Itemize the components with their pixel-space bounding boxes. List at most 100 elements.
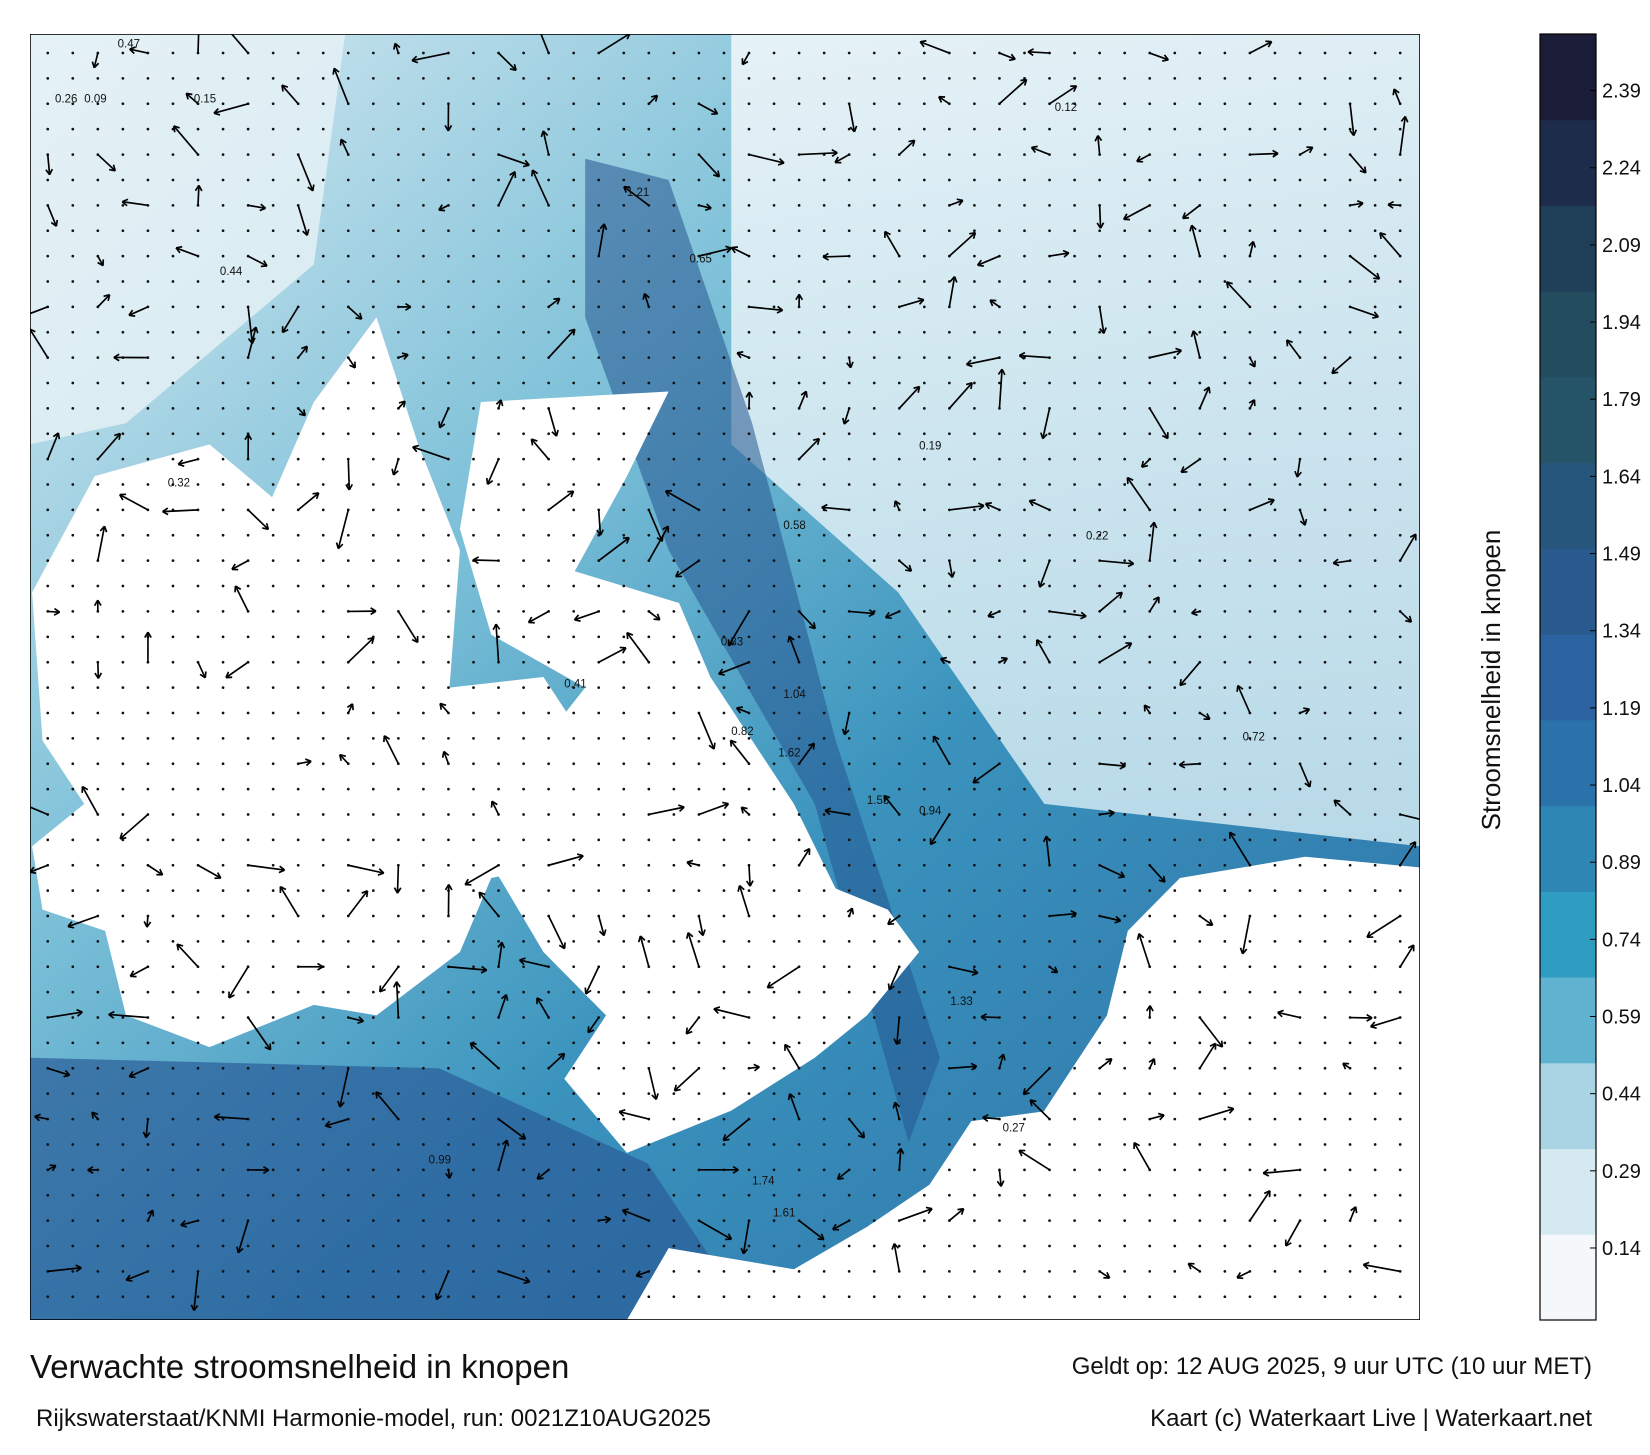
grid-dot — [873, 509, 876, 512]
grid-dot — [1349, 458, 1352, 461]
grid-dot — [823, 635, 826, 638]
grid-dot — [1173, 128, 1176, 131]
grid-dot — [998, 1295, 1001, 1298]
arrow-head — [195, 27, 201, 33]
grid-dot — [1349, 1168, 1352, 1171]
grid-dot — [1098, 255, 1101, 258]
grid-dot — [1123, 889, 1126, 892]
grid-dot — [873, 255, 876, 258]
grid-dot — [1299, 813, 1302, 816]
grid-dot — [823, 940, 826, 943]
grid-dot — [898, 432, 901, 435]
colorbar-band — [1540, 977, 1596, 1063]
grid-dot — [622, 534, 625, 537]
grid-dot — [1023, 255, 1026, 258]
grid-dot — [1023, 686, 1026, 689]
grid-dot — [422, 762, 425, 765]
grid-dot — [1324, 1067, 1327, 1070]
grid-dot — [572, 52, 575, 55]
grid-dot — [647, 1245, 650, 1248]
grid-dot — [647, 407, 650, 410]
grid-dot — [172, 838, 175, 841]
grid-dot — [998, 965, 1001, 968]
grid-dot — [372, 686, 375, 689]
grid-dot — [572, 762, 575, 765]
grid-dot — [597, 77, 600, 80]
grid-dot — [723, 179, 726, 182]
grid-dot — [698, 1245, 701, 1248]
current-label: 0.72 — [1243, 731, 1265, 743]
grid-dot — [447, 77, 450, 80]
grid-dot — [698, 534, 701, 537]
grid-dot — [597, 1143, 600, 1146]
grid-dot — [823, 1270, 826, 1273]
grid-dot — [1349, 1245, 1352, 1248]
grid-dot — [422, 534, 425, 537]
grid-dot — [1249, 1118, 1252, 1121]
grid-dot — [1224, 432, 1227, 435]
grid-dot — [723, 991, 726, 994]
grid-dot — [172, 585, 175, 588]
grid-dot — [422, 585, 425, 588]
grid-dot — [848, 458, 851, 461]
grid-dot — [1198, 153, 1201, 156]
grid-dot — [998, 179, 1001, 182]
grid-dot — [222, 838, 225, 841]
grid-dot — [1048, 280, 1051, 283]
grid-dot — [472, 1219, 475, 1222]
grid-dot — [46, 509, 49, 512]
grid-dot — [798, 712, 801, 715]
grid-dot — [372, 204, 375, 207]
grid-dot — [572, 1016, 575, 1019]
grid-dot — [998, 1042, 1001, 1045]
grid-dot — [122, 610, 125, 613]
grid-dot — [522, 102, 525, 105]
grid-dot — [197, 686, 200, 689]
grid-dot — [748, 559, 751, 562]
grid-dot — [1349, 432, 1352, 435]
grid-dot — [773, 1194, 776, 1197]
grid-dot — [347, 1168, 350, 1171]
grid-dot — [347, 432, 350, 435]
grid-dot — [873, 965, 876, 968]
grid-dot — [998, 1194, 1001, 1197]
grid-dot — [1173, 1118, 1176, 1121]
grid-dot — [723, 1042, 726, 1045]
grid-dot — [272, 509, 275, 512]
grid-dot — [1224, 483, 1227, 486]
grid-dot — [572, 1042, 575, 1045]
grid-dot — [1148, 255, 1151, 258]
grid-dot — [422, 483, 425, 486]
grid-dot — [547, 1042, 550, 1045]
grid-dot — [372, 813, 375, 816]
grid-dot — [547, 585, 550, 588]
grid-dot — [372, 1092, 375, 1095]
colorbar-tick-label: 1.04 — [1602, 775, 1641, 797]
grid-dot — [422, 1143, 425, 1146]
grid-dot — [597, 153, 600, 156]
grid-dot — [1274, 864, 1277, 867]
grid-dot — [823, 1194, 826, 1197]
grid-dot — [748, 1270, 751, 1273]
grid-dot — [873, 483, 876, 486]
grid-dot — [1224, 712, 1227, 715]
grid-dot — [1299, 661, 1302, 664]
grid-dot — [1249, 77, 1252, 80]
grid-dot — [597, 635, 600, 638]
grid-dot — [1399, 1042, 1402, 1045]
grid-dot — [647, 1092, 650, 1095]
grid-dot — [647, 128, 650, 131]
grid-dot — [96, 991, 99, 994]
grid-dot — [973, 77, 976, 80]
grid-dot — [1198, 229, 1201, 232]
grid-dot — [46, 331, 49, 334]
grid-dot — [848, 204, 851, 207]
grid-dot — [297, 331, 300, 334]
grid-dot — [1274, 889, 1277, 892]
grid-dot — [673, 1168, 676, 1171]
grid-dot — [447, 1042, 450, 1045]
grid-dot — [447, 813, 450, 816]
grid-dot — [222, 356, 225, 359]
grid-dot — [948, 1168, 951, 1171]
grid-dot — [122, 1295, 125, 1298]
